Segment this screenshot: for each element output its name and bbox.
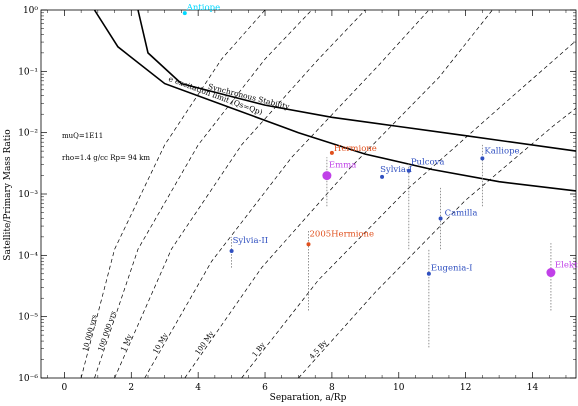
isochrone-label: 10 My [152,332,170,355]
satellite-label: Eugenia-I [431,264,473,274]
x-axis-label: Separation, a/Rp [270,393,347,403]
satellite-label: Antiope [186,3,220,13]
x-tick-label: 2 [128,383,134,393]
x-tick-label: 14 [527,383,539,393]
satellite-label: Emma [329,161,356,171]
isochrone-label: 100 My [194,330,216,357]
x-tick-label: 4 [195,383,201,393]
satellite-label: Camilla [445,209,478,219]
x-tick-label: 0 [62,383,68,393]
x-tick-label: 10 [393,383,405,393]
satellite-label: Kalliope [484,146,519,156]
x-tick-label: 12 [460,383,471,393]
y-tick-label: 10⁻⁵ [18,313,38,323]
y-tick-label: 10⁻⁴ [18,251,38,261]
y-tick-label: 10⁰ [23,6,38,16]
isochrone-line [115,10,366,378]
isochrone-line [185,10,493,378]
annotation-muq: muQ=1E11 [62,132,103,140]
satellite-point [307,242,311,246]
isochrone-label: 10 000 yrs [81,313,98,352]
satellite-point [380,175,384,179]
y-tick-label: 10⁻² [18,129,38,139]
y-tick-label: 10⁻⁶ [18,374,38,384]
stability-curve [138,10,576,151]
annotation-rho: rho=1.4 g/cc Rp= 94 km [62,154,150,162]
isochrone-line [145,10,429,378]
satellite-label: Pulcova [411,158,445,168]
isochrone-line [95,10,312,378]
plot-frame [41,10,576,378]
tick-labels: 0 2 4 6 8 10 12 14 10⁻⁶ 10⁻⁵ 10⁻⁴ 10⁻³ 10⁻² 10⁻¹ 10⁰ [18,6,538,393]
y-tick-label: 10⁻¹ [18,67,38,77]
satellite-point [480,156,484,160]
satellite-label: 2005Hermione [310,229,375,239]
isochrone-label: 4.5 By [308,339,329,361]
satellite-point [230,249,234,253]
axis-ticks [41,10,576,378]
isochrone-label: 1 My [119,333,134,353]
satellite-label: Hermione [334,144,377,154]
isochrone-label: 1 By [251,341,267,358]
satellite-label: Sylvia-I [380,165,412,175]
x-tick-label: 6 [262,383,268,393]
y-axis-label: Satellite/Primary Mass Ratio [3,129,13,260]
x-tick-label: 8 [329,383,335,393]
isochrone-label: 100 000 yrs [97,310,118,353]
y-tick-label: 10⁻³ [18,190,38,200]
satellite-point [322,171,331,180]
satellite-label: Sylvia-II [233,236,269,246]
satellite-label: Elektra [555,261,578,271]
satellite-point [439,217,443,221]
